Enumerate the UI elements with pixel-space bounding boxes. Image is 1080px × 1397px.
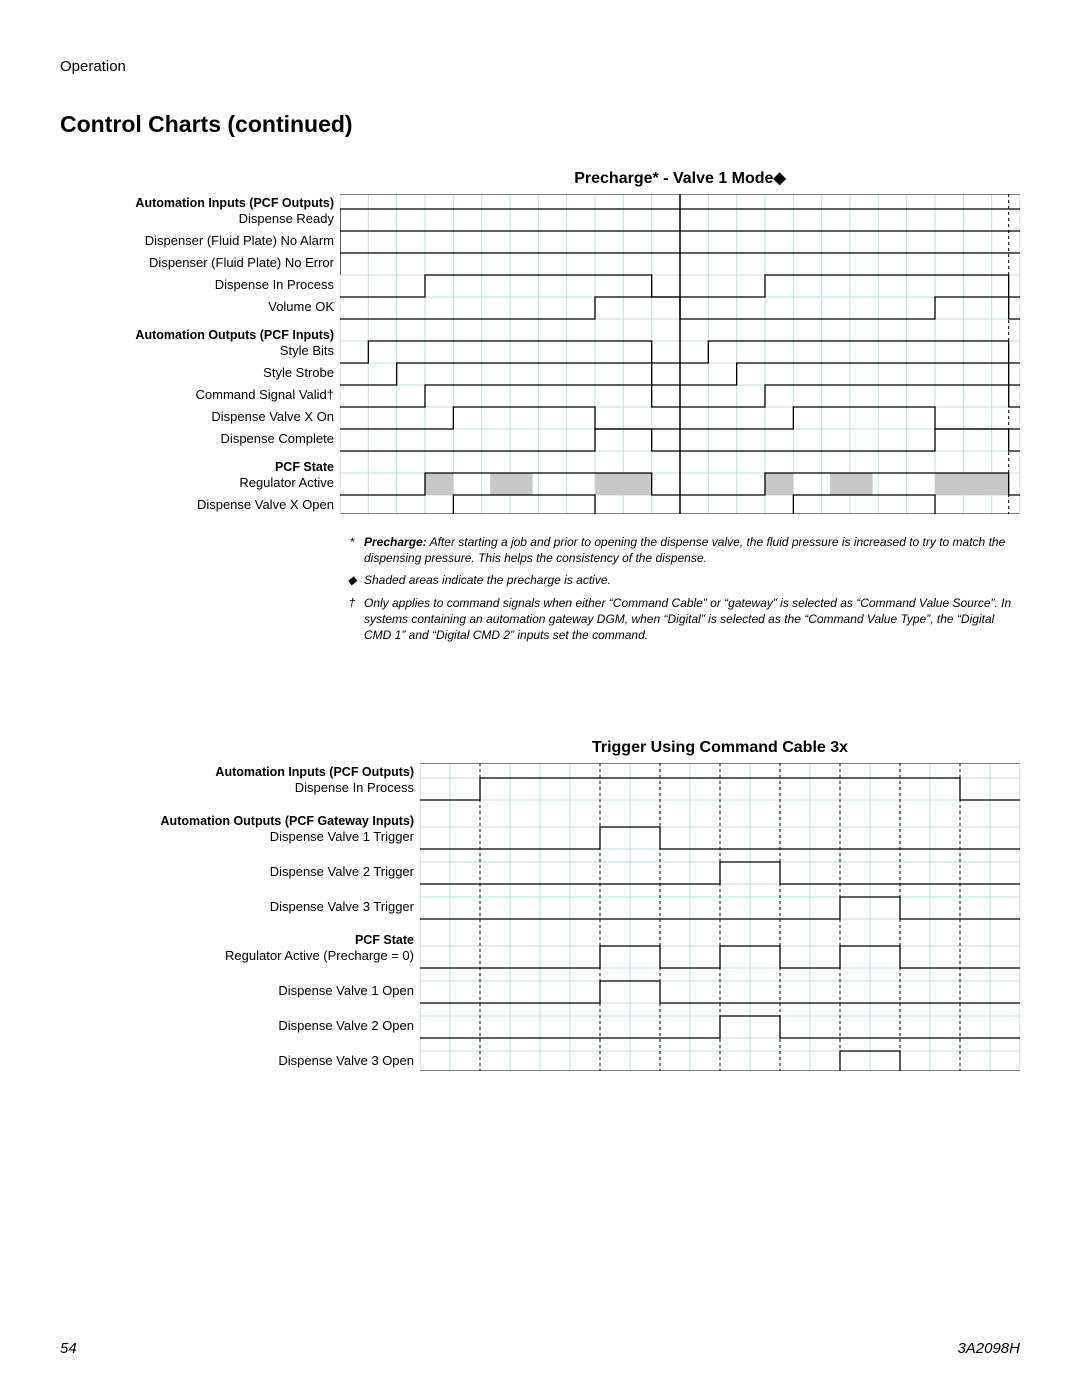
signal-label: Dispense Ready (239, 211, 334, 226)
footnote-mark: ◆ (340, 572, 364, 588)
label-group-head: Automation Outputs (PCF Inputs) (135, 328, 334, 342)
signal-label: Dispense Valve 3 Trigger (270, 899, 414, 914)
label-group-head: Automation Inputs (PCF Outputs) (135, 196, 334, 210)
chart2-title: Trigger Using Command Cable 3x (420, 739, 1020, 757)
footer-page-num: 54 (60, 1340, 77, 1357)
page-title: Control Charts (continued) (60, 111, 1020, 138)
chart2-labels: Automation Inputs (PCF Outputs)Dispense … (60, 763, 420, 1071)
signal-label: Dispense Valve 2 Open (278, 1018, 414, 1033)
signal-label: Dispense In Process (295, 780, 414, 795)
signal-label: Dispense Valve 3 Open (278, 1053, 414, 1068)
signal-label: Dispense Valve 1 Trigger (270, 829, 414, 844)
signal-label: Dispense Valve 2 Trigger (270, 864, 414, 879)
label-group-head: Automation Outputs (PCF Gateway Inputs) (161, 814, 414, 828)
footnote: ◆Shaded areas indicate the precharge is … (340, 572, 1020, 588)
label-group-head: PCF State (355, 933, 414, 947)
header-label: Operation (60, 58, 1020, 75)
footnote: †Only applies to command signals when ei… (340, 595, 1020, 644)
signal-label: Style Bits (280, 343, 334, 358)
signal-label: Dispense Complete (221, 431, 334, 446)
signal-label: Regulator Active (Precharge = 0) (225, 948, 414, 963)
signal-label: Volume OK (268, 299, 334, 314)
signal-label: Dispense In Process (215, 277, 334, 292)
footnotes: *Precharge: After starting a job and pri… (340, 534, 1020, 643)
signal-label: Dispense Valve X On (211, 409, 334, 424)
chart1-title: Precharge* - Valve 1 Mode◆ (340, 168, 1020, 188)
footnote-mark: † (340, 595, 364, 644)
footnote-mark: * (340, 534, 364, 566)
footnote-text: Precharge: After starting a job and prio… (364, 534, 1020, 566)
page-footer: 54 3A2098H (60, 1340, 1020, 1357)
signal-label: Style Strobe (263, 365, 334, 380)
label-group-head: Automation Inputs (PCF Outputs) (215, 765, 414, 779)
signal-label: Dispense Valve 1 Open (278, 983, 414, 998)
footnote-text: Shaded areas indicate the precharge is a… (364, 572, 1020, 588)
chart1-svg (340, 194, 1020, 514)
chart2-svg (420, 763, 1020, 1071)
signal-label: Command Signal Valid† (196, 387, 335, 402)
chart-precharge: Precharge* - Valve 1 Mode◆ Automation In… (60, 168, 1020, 514)
chart1-labels: Automation Inputs (PCF Outputs)Dispense … (60, 194, 340, 514)
label-group-head: PCF State (275, 460, 334, 474)
chart-trigger: Trigger Using Command Cable 3x Automatio… (60, 739, 1020, 1071)
signal-label: Regulator Active (239, 475, 334, 490)
footnote-text: Only applies to command signals when eit… (364, 595, 1020, 644)
signal-label: Dispense Valve X Open (197, 497, 334, 512)
signal-label: Dispenser (Fluid Plate) No Alarm (145, 233, 334, 248)
signal-label: Dispenser (Fluid Plate) No Error (149, 255, 334, 270)
footnote: *Precharge: After starting a job and pri… (340, 534, 1020, 566)
footer-doc-id: 3A2098H (957, 1340, 1020, 1357)
